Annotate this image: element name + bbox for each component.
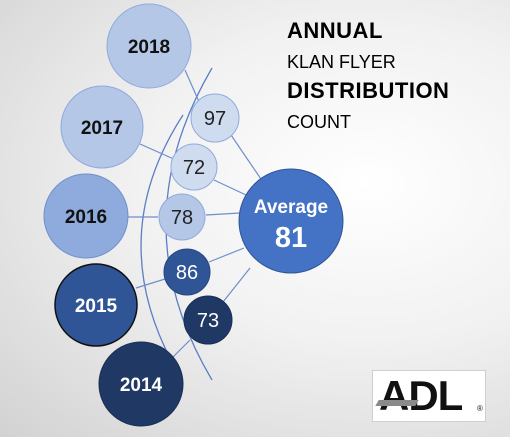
- connector-2017-count: [139, 143, 177, 161]
- count-bubble-2016: 78: [158, 193, 206, 241]
- count-bubble-2016-circle: [158, 193, 206, 241]
- count-bubble-2018-circle: [190, 93, 240, 143]
- count-value-2015: 86: [176, 262, 198, 284]
- connector-2018-average: [228, 131, 266, 186]
- year-bubble-2014-circle: [98, 341, 184, 427]
- title-line-annual: ANNUAL: [287, 18, 383, 43]
- year-bubble-2014: 2014: [98, 341, 184, 427]
- connector-2015-count: [135, 278, 166, 289]
- year-label-2016: 2016: [65, 207, 107, 228]
- connector-2014-average: [222, 267, 251, 303]
- year-bubble-2018-circle: [106, 3, 192, 89]
- count-bubble-2018: 97: [190, 93, 240, 143]
- year-bubble-2018: 2018: [106, 3, 192, 89]
- year-bubble-2015-circle: [54, 263, 138, 347]
- count-value-2018: 97: [204, 108, 226, 130]
- connector-2016-average: [205, 212, 241, 216]
- year-bubble-2017: 2017: [60, 85, 144, 169]
- average-bubble: Average 81: [238, 168, 344, 274]
- count-bubble-2017-circle: [170, 143, 218, 191]
- year-bubble-2015: 2015: [54, 263, 138, 347]
- title-line-distribution: DISTRIBUTION: [287, 78, 450, 103]
- year-bubble-2016-circle: [43, 173, 129, 259]
- count-bubble-2017: 72: [170, 143, 218, 191]
- year-label-2015: 2015: [75, 296, 118, 317]
- title-line-klan-flyer: KLAN FLYER: [287, 52, 396, 72]
- count-bubble-2014-circle: [183, 295, 233, 345]
- count-bubble-2014: 73: [183, 295, 233, 345]
- average-value: 81: [275, 222, 307, 254]
- count-bubble-2015-circle: [163, 248, 211, 296]
- year-bubble-2016: 2016: [43, 173, 129, 259]
- average-bubble-circle: [238, 168, 344, 274]
- year-label-2018: 2018: [128, 37, 170, 58]
- year-bubble-2017-circle: [60, 85, 144, 169]
- average-label: Average: [254, 197, 328, 218]
- connector-2017-average: [213, 179, 247, 196]
- count-value-2016: 78: [171, 207, 193, 229]
- title-line-count: COUNT: [287, 112, 351, 132]
- count-bubble-2015: 86: [163, 248, 211, 296]
- inner-arc: [140, 114, 184, 363]
- year-label-2017: 2017: [81, 118, 123, 139]
- connector-2015-average: [208, 247, 245, 263]
- adl-logo: ADL ®: [372, 370, 486, 422]
- adl-logo-registered-mark: ®: [477, 404, 483, 413]
- adl-logo-swoosh: [375, 400, 419, 406]
- adl-logo-text: ADL: [379, 372, 463, 419]
- count-value-2017: 72: [183, 157, 205, 179]
- connector-2018-count: [184, 69, 201, 105]
- count-value-2014: 73: [197, 310, 219, 332]
- year-label-2014: 2014: [120, 375, 163, 396]
